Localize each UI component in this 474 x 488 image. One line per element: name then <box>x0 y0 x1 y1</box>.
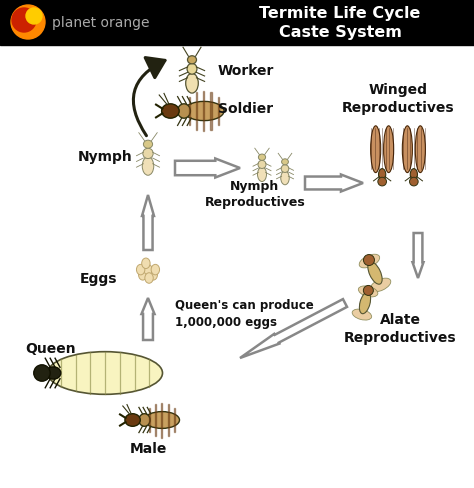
Bar <box>174 408 175 432</box>
Circle shape <box>364 255 374 266</box>
Ellipse shape <box>187 64 197 75</box>
Ellipse shape <box>144 141 153 149</box>
Ellipse shape <box>142 158 154 176</box>
Bar <box>0 0 474 46</box>
Bar <box>149 408 150 432</box>
Bar <box>168 404 169 436</box>
Circle shape <box>378 178 386 186</box>
Ellipse shape <box>358 286 378 297</box>
FancyArrowPatch shape <box>133 59 165 137</box>
Ellipse shape <box>359 293 371 314</box>
Text: Queen's can produce
1,000,000 eggs: Queen's can produce 1,000,000 eggs <box>175 298 314 328</box>
Text: Winged
Reproductives: Winged Reproductives <box>342 83 454 114</box>
Ellipse shape <box>410 169 418 181</box>
Text: Nymph
Reproductives: Nymph Reproductives <box>205 180 305 209</box>
Ellipse shape <box>178 104 191 119</box>
Ellipse shape <box>137 265 145 275</box>
Bar <box>203 92 204 132</box>
Text: Worker: Worker <box>218 64 274 78</box>
Text: Alate
Reproductives: Alate Reproductives <box>344 313 456 344</box>
Text: Nymph: Nymph <box>78 150 133 163</box>
Ellipse shape <box>383 126 394 173</box>
Ellipse shape <box>415 126 425 173</box>
Ellipse shape <box>352 309 372 321</box>
Polygon shape <box>142 196 154 250</box>
Text: Eggs: Eggs <box>80 271 118 285</box>
Ellipse shape <box>184 102 224 122</box>
Ellipse shape <box>139 414 150 427</box>
Ellipse shape <box>359 255 380 268</box>
Ellipse shape <box>145 273 153 284</box>
Ellipse shape <box>145 412 180 428</box>
Text: planet orange: planet orange <box>52 16 149 30</box>
Bar <box>161 403 163 438</box>
Polygon shape <box>412 234 423 279</box>
Ellipse shape <box>188 57 197 65</box>
Circle shape <box>410 178 418 186</box>
Ellipse shape <box>379 169 386 181</box>
Polygon shape <box>142 298 155 340</box>
Polygon shape <box>240 300 347 358</box>
Polygon shape <box>305 175 363 192</box>
Ellipse shape <box>371 126 381 173</box>
Ellipse shape <box>48 352 163 394</box>
Bar <box>218 98 219 125</box>
Ellipse shape <box>258 161 266 169</box>
Text: Male: Male <box>129 441 167 455</box>
Ellipse shape <box>138 270 147 281</box>
Ellipse shape <box>370 279 391 292</box>
Circle shape <box>26 9 42 25</box>
Text: Termite Life Cycle
Caste System: Termite Life Cycle Caste System <box>259 6 421 40</box>
Ellipse shape <box>125 414 140 427</box>
Ellipse shape <box>144 265 152 275</box>
Ellipse shape <box>162 104 179 119</box>
Circle shape <box>364 286 374 296</box>
Ellipse shape <box>402 126 412 173</box>
Text: Queen: Queen <box>25 341 76 355</box>
Ellipse shape <box>281 172 289 185</box>
Bar <box>189 98 190 125</box>
Ellipse shape <box>149 270 157 281</box>
Ellipse shape <box>368 262 382 285</box>
Ellipse shape <box>151 265 160 275</box>
Ellipse shape <box>186 74 198 94</box>
Ellipse shape <box>282 160 288 165</box>
Ellipse shape <box>257 168 266 182</box>
Circle shape <box>12 9 36 33</box>
Bar <box>196 93 197 130</box>
Circle shape <box>34 365 50 382</box>
Ellipse shape <box>258 155 265 161</box>
Circle shape <box>11 6 45 40</box>
Ellipse shape <box>143 149 153 159</box>
Bar <box>210 93 211 130</box>
Text: Soldier: Soldier <box>218 102 273 116</box>
Bar <box>155 404 156 436</box>
Polygon shape <box>175 159 240 178</box>
Ellipse shape <box>142 259 150 269</box>
Ellipse shape <box>46 367 61 379</box>
Ellipse shape <box>281 165 289 173</box>
